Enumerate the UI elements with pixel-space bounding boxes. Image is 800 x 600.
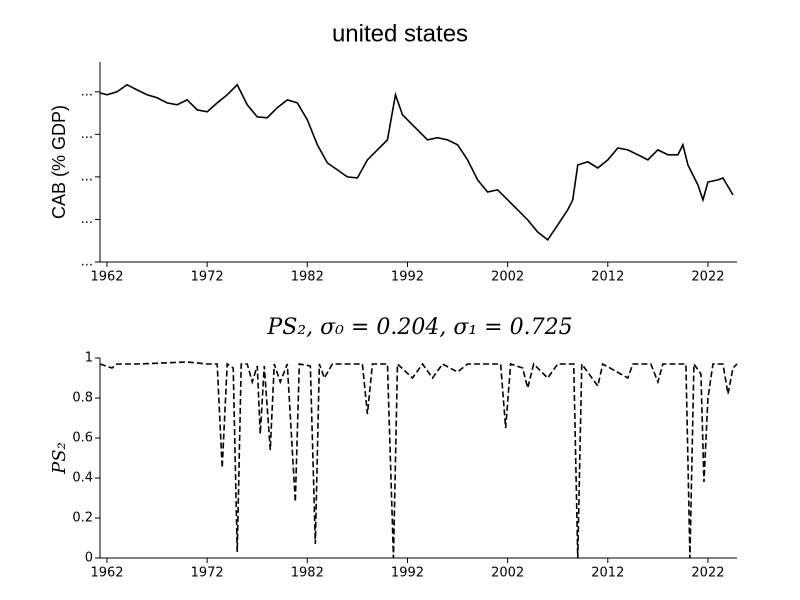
x-tick-label: 1992 <box>391 270 424 285</box>
y-axis-label: PS₂ <box>49 442 70 475</box>
chart-title: united states <box>332 20 468 47</box>
y-tick-label: ... <box>81 84 93 99</box>
data-line <box>99 361 738 559</box>
y-tick-label: ... <box>81 169 93 184</box>
y-tick-label: ... <box>81 127 93 142</box>
y-tick-label: ... <box>81 212 93 227</box>
x-tick-label: 1962 <box>90 566 123 581</box>
x-tick-label: 1972 <box>191 566 224 581</box>
y-tick-label: 0.8 <box>72 391 93 406</box>
y-tick-label: 1 <box>85 351 93 366</box>
chart-title: PS₂, σ₀ = 0.204, σ₁ = 0.725 <box>266 315 572 340</box>
x-tick-label: 1972 <box>191 270 224 285</box>
data-line <box>99 83 734 242</box>
x-tick-label: 1992 <box>391 566 424 581</box>
y-tick-label: 0.2 <box>72 511 93 526</box>
x-tick-label: 2002 <box>491 566 524 581</box>
x-tick-label: 1962 <box>90 270 123 285</box>
y-tick-label: 0.4 <box>72 471 93 486</box>
y-tick-label: ... <box>81 255 93 270</box>
x-tick-label: 1982 <box>291 270 324 285</box>
y-axis-label: CAB (% GDP) <box>49 105 69 219</box>
x-tick-label: 2012 <box>591 270 624 285</box>
x-tick-label: 2022 <box>691 566 724 581</box>
y-tick-label: 0 <box>85 551 93 566</box>
x-tick-label: 2022 <box>691 270 724 285</box>
x-tick-label: 2002 <box>491 270 524 285</box>
x-tick-label: 1982 <box>291 566 324 581</box>
x-tick-label: 2012 <box>591 566 624 581</box>
y-tick-label: 0.6 <box>72 431 93 446</box>
